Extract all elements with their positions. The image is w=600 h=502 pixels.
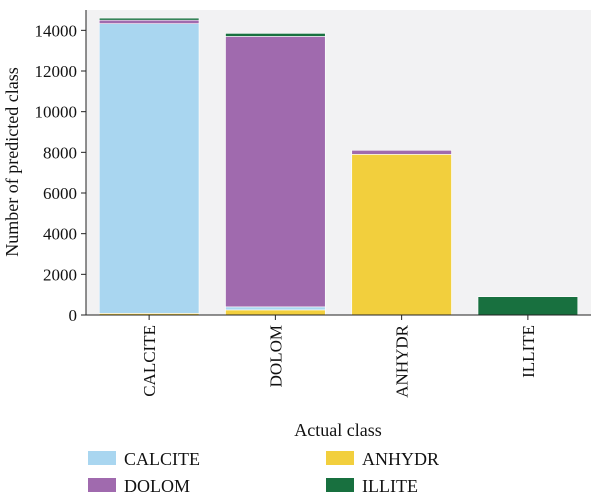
bar-anhydr-anhydr [351,154,452,316]
bar-anhydr-dolom [351,150,452,155]
bar-calcite-calcite [98,23,200,314]
legend-swatch-calcite [88,451,116,465]
y-tick-label: 6000 [43,184,77,203]
y-tick-label: 14000 [35,21,78,40]
bar-illite-illite [477,296,579,316]
legend-label-calcite: CALCITE [124,449,200,469]
y-tick-label: 4000 [43,225,77,244]
bar-dolom-dolom [225,36,326,308]
x-tick-label-illite: ILLITE [519,325,538,378]
bar-dolom-anhydr [225,309,326,316]
y-tick-label: 10000 [35,103,78,122]
y-axis-title: Number of predicted class [2,67,22,256]
legend-swatch-illite [326,478,354,492]
legend-swatch-dolom [88,478,116,492]
y-axis: 0 2000 4000 6000 8000 10000 12000 14000 [35,10,87,325]
legend-label-illite: ILLITE [362,476,418,496]
x-axis-title: Actual class [294,420,381,440]
x-tick-label-calcite: CALCITE [140,325,159,397]
bars-group [98,17,579,316]
bar-calcite-dolom [98,19,200,24]
y-tick-label: 2000 [43,265,77,284]
x-tick-label-dolom: DOLOM [266,325,285,387]
y-tick-label: 12000 [35,62,78,81]
legend: CALCITE ANHYDR DOLOM ILLITE [88,449,439,496]
x-tick-label-anhydr: ANHYDR [393,324,412,397]
y-tick-label: 8000 [43,143,77,162]
x-axis: CALCITE DOLOM ANHYDR ILLITE [86,314,591,398]
bar-calcite-illite [98,17,200,21]
y-tick-label: 0 [69,306,78,325]
legend-label-anhydr: ANHYDR [362,449,439,469]
bar-dolom-illite [225,33,326,37]
legend-swatch-anhydr [326,451,354,465]
legend-label-dolom: DOLOM [124,476,190,496]
bar-dolom-calcite [225,306,326,311]
